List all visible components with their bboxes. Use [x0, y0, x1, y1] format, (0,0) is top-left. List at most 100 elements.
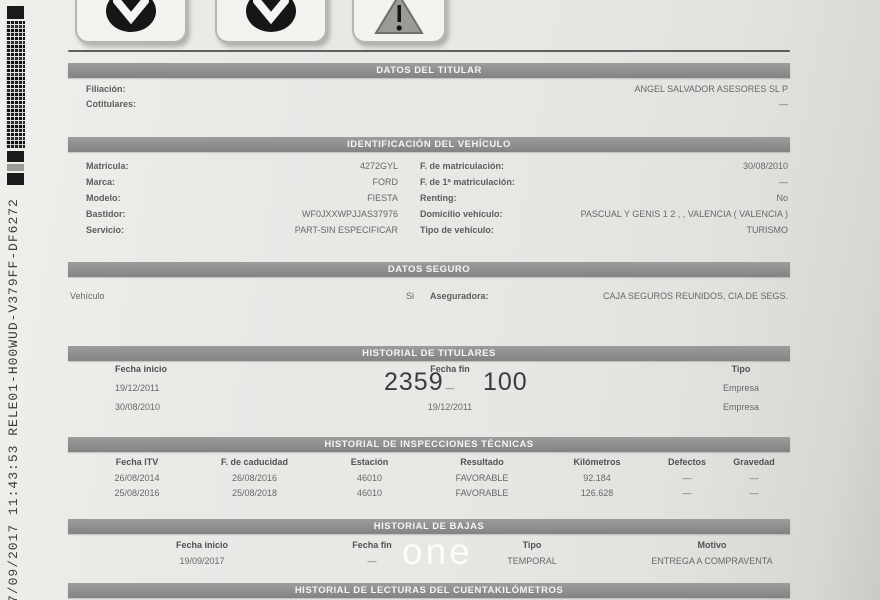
col-header: F. de caducidad — [220, 457, 289, 467]
status-badge-check-2 — [215, 0, 327, 43]
kilometros-cell: 92.184 — [583, 473, 611, 483]
barcode-start-block — [7, 6, 24, 19]
tipo-vehiculo-value: TURISMO — [746, 225, 789, 235]
f-matriculacion-label: F. de matriculación: — [420, 161, 505, 171]
table-row: 30/08/2010 19/12/2011 Empresa — [68, 402, 790, 415]
barcode-end-block — [7, 173, 24, 185]
check-icon — [106, 0, 156, 32]
fecha-fin-cell: 19/12/2011 — [427, 402, 473, 412]
status-badge-warning — [352, 0, 446, 43]
tipo-cell: TEMPORAL — [507, 556, 557, 566]
marca-label: Marca: — [86, 177, 116, 187]
servicio-value: PART-SIN ESPECIFICAR — [294, 225, 398, 235]
scan-reference-code: 7/09/2017 11:43:53 RELE01-H00WUD-V379FF-… — [6, 198, 21, 600]
col-header: Defectos — [667, 457, 706, 467]
col-header: Kilómetros — [573, 457, 621, 467]
table-row: 26/08/2014 26/08/2016 46010 FAVORABLE 92… — [82, 473, 786, 483]
section-header-bajas: HISTORIAL DE BAJAS — [68, 519, 790, 534]
report-body: DATOS DEL TITULAR Filiación: ANGEL SALVA… — [68, 0, 792, 600]
col-header: Gravedad — [733, 457, 775, 467]
filiacion-value: ANGEL SALVADOR ASESORES SL P — [634, 84, 788, 94]
servicio-label: Servicio: — [86, 225, 125, 235]
barcode-block — [7, 151, 24, 162]
col-header: Fecha inicio — [115, 364, 168, 374]
warning-icon — [374, 0, 424, 34]
field-row: Servicio: PART-SIN ESPECIFICAR Tipo de v… — [68, 225, 790, 238]
defectos-cell: — — [682, 473, 692, 483]
cotitulares-label: Cotitulares: — [86, 99, 137, 109]
tipo-vehiculo-label: Tipo de vehículo: — [420, 225, 494, 235]
fecha-inicio-cell: 30/08/2010 — [115, 402, 161, 412]
overlay-number-right: 100 — [483, 368, 528, 396]
section-header-inspecciones: HISTORIAL DE INSPECCIONES TÉCNICAS — [68, 437, 790, 452]
modelo-value: FIESTA — [367, 193, 398, 203]
filiacion-label: Filiación: — [86, 84, 126, 94]
watermark-one: one — [402, 531, 473, 572]
col-header: Estación — [350, 457, 389, 467]
inspecciones-header-row: Fecha ITV F. de caducidad Estación Resul… — [82, 457, 786, 467]
status-badge-check-1 — [75, 0, 187, 43]
field-row: Bastidor: WF0JXXWPJJAS37976 Domicilio ve… — [68, 209, 790, 222]
field-row: Matrícula: 4272GYL F. de matriculación: … — [68, 161, 790, 174]
field-row: Filiación: ANGEL SALVADOR ASESORES SL P — [68, 84, 790, 97]
barcode-2d-icon — [6, 21, 25, 149]
renting-label: Renting: — [420, 193, 457, 203]
fecha-fin-cell: — — [445, 383, 455, 393]
col-header: Tipo — [731, 364, 751, 374]
fecha-itv-cell: 26/08/2014 — [114, 473, 160, 483]
col-header: Fecha fin — [430, 364, 470, 374]
fecha-fin-cell: — — [367, 556, 377, 566]
motivo-cell: ENTREGA A COMPRAVENTA — [651, 556, 773, 566]
caducidad-cell: 26/08/2016 — [231, 473, 278, 483]
f-primera-matriculacion-value: — — [779, 177, 788, 187]
field-row: Vehículo Si Aseguradora: CAJA SEGUROS RE… — [68, 291, 790, 304]
table-row: 19/09/2017 — TEMPORAL ENTREGA A COMPRAVE… — [92, 556, 792, 566]
fecha-inicio-cell: 19/09/2017 — [179, 556, 225, 566]
col-header: Tipo — [522, 540, 542, 550]
matricula-value: 4272GYL — [359, 161, 398, 171]
domicilio-label: Domicilio vehículo: — [420, 209, 503, 219]
bastidor-label: Bastidor: — [86, 209, 126, 219]
section-header-datos-titular: DATOS DEL TITULAR — [68, 63, 790, 78]
col-header: Fecha ITV — [115, 457, 159, 467]
tipo-cell: Empresa — [722, 402, 759, 412]
estacion-cell: 46010 — [356, 473, 383, 483]
f-primera-matriculacion-label: F. de 1ª matriculación: — [420, 177, 515, 187]
renting-value: No — [776, 193, 788, 203]
col-header: Fecha fin — [352, 540, 392, 550]
table-row: 19/12/2011 — Empresa — [68, 383, 790, 396]
check-icon — [246, 0, 296, 32]
defectos-cell: — — [682, 488, 692, 498]
section-header-lecturas: HISTORIAL DE LECTURAS DEL CUENTAKILÓMETR… — [68, 583, 790, 598]
gravedad-cell: — — [749, 473, 759, 483]
resultado-cell: FAVORABLE — [455, 488, 509, 498]
col-header: Resultado — [460, 457, 504, 467]
barcode-gray-block — [7, 164, 24, 171]
matricula-label: Matrícula: — [86, 161, 129, 171]
f-matriculacion-value: 30/08/2010 — [742, 161, 788, 171]
modelo-label: Modelo: — [86, 193, 121, 203]
estacion-cell: 46010 — [356, 488, 383, 498]
vehiculo-label: Vehículo — [70, 291, 105, 301]
field-row: Modelo: FIESTA Renting: No — [68, 193, 790, 206]
bastidor-value: WF0JXXWPJJAS37976 — [301, 209, 398, 219]
titulares-header-row: Fecha inicio Fecha fin Tipo — [68, 364, 790, 377]
section-header-identificacion: IDENTIFICACIÓN DEL VEHÍCULO — [68, 137, 790, 152]
aseguradora-label: Aseguradora: — [430, 291, 489, 301]
cotitulares-value: — — [779, 99, 788, 109]
caducidad-cell: 25/08/2018 — [231, 488, 278, 498]
col-header: Fecha inicio — [175, 540, 228, 550]
col-header: Motivo — [697, 540, 727, 550]
aseguradora-value: CAJA SEGUROS REUNIDOS, CIA.DE SEGS. — [602, 291, 788, 301]
vehiculo-asegurado-value: Si — [405, 291, 414, 301]
kilometros-cell: 126.628 — [580, 488, 614, 498]
section-header-datos-seguro: DATOS SEGURO — [68, 262, 790, 277]
domicilio-value: PASCUAL Y GENIS 1 2 , , VALENCIA ( VALEN… — [580, 209, 788, 219]
fecha-inicio-cell: 19/12/2011 — [115, 383, 160, 393]
table-row: 25/08/2016 25/08/2018 46010 FAVORABLE 12… — [82, 488, 786, 498]
section-header-titulares: HISTORIAL DE TITULARES — [68, 346, 790, 361]
top-divider — [68, 50, 790, 52]
tipo-cell: Empresa — [722, 383, 759, 393]
gravedad-cell: — — [749, 488, 759, 498]
